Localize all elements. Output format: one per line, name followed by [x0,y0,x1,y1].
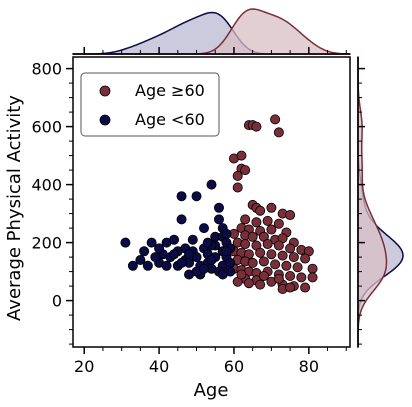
legend: Age ≥60 Age <60 [80,72,220,137]
data-point [240,165,251,176]
data-point [296,272,307,283]
data-point [232,182,243,193]
data-point [176,191,187,202]
data-point [258,270,269,281]
legend-marker [99,114,111,126]
x-tick-label: 80 [299,357,319,376]
data-point [202,237,213,248]
data-point [266,249,277,260]
y-tick-label: 800 [31,60,62,79]
data-point [135,254,146,265]
data-point [236,269,247,280]
data-point [217,269,228,280]
data-point [251,121,262,132]
data-point [240,214,251,225]
x-tick-label: 20 [74,357,94,376]
data-point [213,214,224,225]
data-point [285,282,296,293]
data-point [266,202,277,213]
data-point [176,257,187,268]
data-point [258,256,269,267]
data-point [255,205,266,216]
data-point [255,279,266,290]
data-point [281,260,292,271]
y-tick-label: 200 [31,234,62,253]
data-point [236,150,247,161]
data-point [213,202,224,213]
data-point [247,231,258,242]
data-point [266,224,277,235]
data-point [273,273,284,284]
data-point [232,170,243,181]
data-point [127,260,138,271]
data-point [251,217,262,228]
legend-box [80,72,220,137]
data-point [255,247,266,258]
data-point [247,257,258,268]
data-point [184,249,195,260]
data-point [191,191,202,202]
data-point [292,262,303,273]
data-point [176,214,187,225]
x-axis-label: Age [194,380,229,401]
data-point [240,239,251,250]
data-point [154,243,165,254]
top-marginal-kde [72,8,351,55]
data-point [150,252,161,263]
data-point [307,272,318,283]
data-point [277,250,288,261]
data-point [270,259,281,270]
data-point [270,114,281,125]
data-point [139,246,150,257]
data-point [300,282,311,293]
scatter-points [120,114,318,294]
data-point [120,237,131,248]
data-point [146,237,157,248]
x-tick-label: 60 [224,357,244,376]
data-point [273,127,284,138]
data-point [199,223,210,234]
data-point [273,240,284,251]
y-axis-label: Average Physical Activity [4,95,25,321]
data-point [285,270,296,281]
y-tick-label: 400 [31,176,62,195]
data-point [288,252,299,263]
data-point [273,218,284,229]
data-point [206,254,217,265]
data-point [300,253,311,264]
x-tick-label: 40 [149,357,169,376]
data-point [187,234,198,245]
data-point [225,257,236,268]
data-point [285,243,296,254]
data-point [221,228,232,239]
right-marginal-kde [357,56,404,348]
legend-label: Age <60 [135,110,205,129]
data-point [169,234,180,245]
data-point [243,278,254,289]
data-point [262,239,273,250]
data-point [221,246,232,257]
right-kde-curve [357,56,388,348]
y-tick-label: 0 [52,292,62,311]
legend-label: Age ≥60 [135,81,205,100]
data-point [199,263,210,274]
legend-marker [99,85,111,97]
data-point [169,249,180,260]
plot-frame [72,56,351,348]
data-point [206,179,217,190]
data-point [285,210,296,221]
data-point [161,260,172,271]
data-point [262,215,273,226]
data-point [142,260,153,271]
y-tick-label: 600 [31,118,62,137]
data-point [307,263,318,274]
